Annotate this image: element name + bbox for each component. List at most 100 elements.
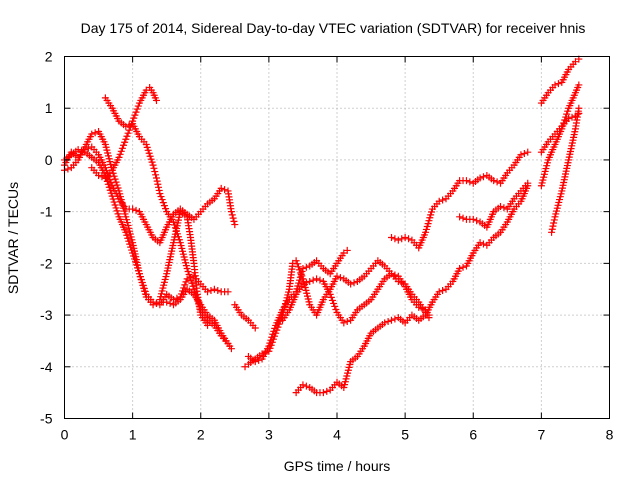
data-point bbox=[326, 290, 334, 298]
data-point bbox=[183, 265, 191, 273]
x-tick-label: 8 bbox=[606, 427, 614, 443]
data-point bbox=[332, 305, 340, 313]
data-point bbox=[381, 319, 389, 327]
data-point bbox=[398, 235, 406, 243]
data-point bbox=[267, 336, 275, 344]
data-point bbox=[145, 149, 153, 157]
data-point bbox=[109, 195, 117, 203]
series-track-10 bbox=[279, 270, 433, 327]
y-tick-label: -5 bbox=[40, 411, 53, 427]
data-point bbox=[299, 381, 307, 389]
data-point bbox=[517, 151, 525, 159]
series-track-14 bbox=[537, 55, 583, 107]
data-point bbox=[575, 104, 583, 112]
data-point bbox=[269, 330, 277, 338]
data-point bbox=[144, 146, 152, 154]
data-point bbox=[151, 168, 159, 176]
data-point bbox=[112, 178, 120, 186]
data-point bbox=[122, 228, 130, 236]
data-point bbox=[111, 201, 119, 209]
data-point bbox=[560, 119, 568, 127]
y-axis-tick-labels: -5 -4 -3 -2 -1 0 1 2 bbox=[40, 49, 53, 427]
data-point bbox=[129, 205, 137, 213]
x-tick-label: 6 bbox=[469, 427, 477, 443]
series-track-9 bbox=[231, 301, 259, 332]
x-axis-title: GPS time / hours bbox=[284, 458, 391, 474]
data-point bbox=[456, 213, 464, 221]
series-track-16 bbox=[537, 81, 583, 190]
data-point bbox=[459, 214, 467, 222]
x-tick-label: 5 bbox=[401, 427, 409, 443]
data-point bbox=[231, 221, 239, 229]
data-point bbox=[114, 184, 122, 192]
data-point bbox=[143, 143, 151, 151]
data-point bbox=[327, 293, 335, 301]
data-point bbox=[210, 285, 218, 293]
y-tick-label: -4 bbox=[40, 359, 53, 375]
data-point bbox=[156, 190, 164, 198]
data-point bbox=[299, 265, 307, 273]
data-point bbox=[104, 180, 112, 188]
data-point bbox=[129, 117, 137, 125]
data-point bbox=[110, 172, 118, 180]
data-point bbox=[98, 173, 106, 181]
data-point bbox=[319, 389, 327, 397]
series-track-6 bbox=[156, 208, 212, 329]
data-point bbox=[105, 183, 113, 191]
y-tick-label: 2 bbox=[45, 49, 53, 65]
data-point bbox=[153, 177, 161, 185]
data-point bbox=[401, 234, 409, 241]
data-point bbox=[309, 276, 317, 284]
data-point bbox=[155, 186, 163, 194]
data-point bbox=[204, 288, 212, 296]
series-track-3 bbox=[61, 127, 235, 353]
data-point bbox=[127, 120, 135, 128]
data-point bbox=[150, 164, 158, 172]
data-point bbox=[524, 148, 532, 156]
data-point bbox=[95, 171, 103, 179]
data-point bbox=[316, 276, 324, 284]
data-point bbox=[134, 102, 142, 110]
data-point bbox=[149, 161, 157, 169]
y-tick-label: 0 bbox=[45, 152, 53, 168]
x-tick-label: 2 bbox=[197, 427, 205, 443]
data-point bbox=[170, 218, 177, 226]
data-point bbox=[124, 234, 132, 242]
data-point bbox=[142, 140, 150, 148]
data-point bbox=[148, 158, 156, 166]
data-point bbox=[520, 149, 528, 157]
data-point bbox=[126, 123, 134, 131]
x-tick-label: 0 bbox=[61, 427, 69, 443]
series-track-17 bbox=[548, 104, 583, 236]
data-point bbox=[64, 165, 72, 173]
data-point bbox=[188, 279, 196, 287]
data-point bbox=[224, 340, 232, 348]
data-point bbox=[110, 198, 118, 206]
data-point bbox=[328, 296, 336, 304]
data-point bbox=[187, 276, 195, 284]
data-point bbox=[229, 214, 237, 222]
data-point bbox=[331, 302, 339, 310]
data-point bbox=[111, 175, 119, 183]
data-point bbox=[214, 287, 222, 295]
data-point bbox=[125, 126, 133, 134]
data-point bbox=[563, 110, 571, 118]
data-point bbox=[228, 211, 236, 219]
x-tick-label: 7 bbox=[537, 427, 545, 443]
data-point bbox=[313, 275, 321, 283]
data-point bbox=[302, 382, 310, 390]
data-point bbox=[108, 192, 116, 200]
data-point bbox=[548, 225, 556, 233]
data-point bbox=[302, 279, 310, 287]
data-point bbox=[456, 265, 464, 273]
data-point bbox=[551, 81, 559, 89]
y-tick-label: -3 bbox=[40, 307, 53, 323]
data-point bbox=[173, 294, 181, 302]
data-point bbox=[415, 303, 423, 311]
axis-ticks bbox=[64, 56, 610, 419]
data-point bbox=[330, 299, 338, 307]
data-point bbox=[271, 324, 279, 332]
series-track-13 bbox=[456, 179, 532, 231]
data-point bbox=[292, 257, 300, 265]
data-point bbox=[207, 287, 215, 295]
